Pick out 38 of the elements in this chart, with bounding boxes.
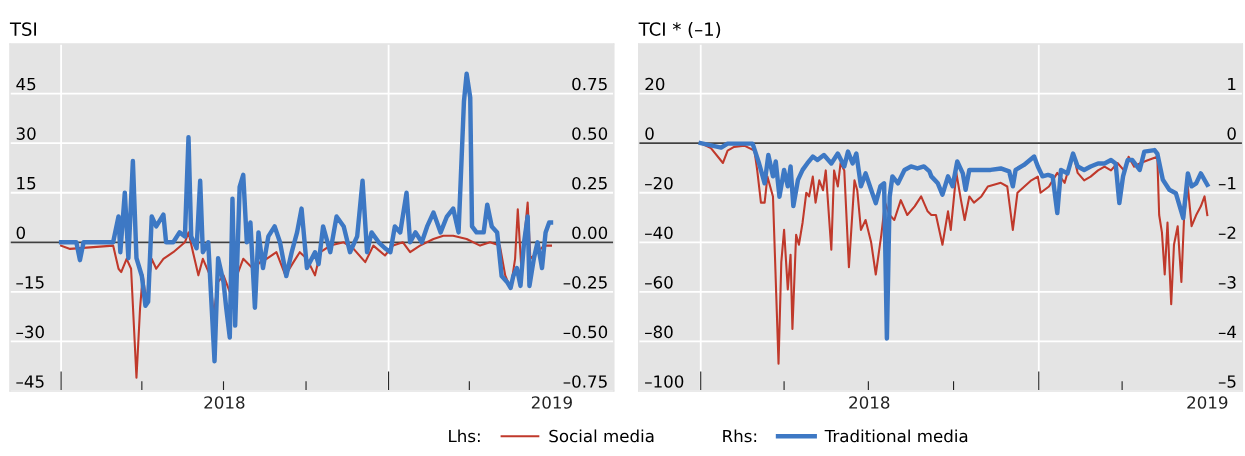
y-tick-label: –30 xyxy=(16,325,44,339)
y2-tick-label: 0.75 xyxy=(572,77,607,91)
y-tick-label: –45 xyxy=(16,375,44,388)
y2-tick-label: 1 xyxy=(1228,77,1236,91)
y2-tick-label: –0.75 xyxy=(563,375,607,388)
y2-tick-label: –1 xyxy=(1218,177,1236,190)
y2-tick-label: –5 xyxy=(1218,375,1236,388)
y2-tick-label: –0.50 xyxy=(563,325,608,339)
y2-tick-label: 0.00 xyxy=(572,226,608,240)
y-tick-label: –15 xyxy=(16,276,44,289)
y-tick-label: –40 xyxy=(645,226,673,240)
y-tick-label: –100 xyxy=(645,375,684,388)
x-tick-label: 2019 xyxy=(1187,396,1228,409)
y2-tick-label: 0.25 xyxy=(572,176,607,190)
text: Rhs: xyxy=(723,429,757,443)
y-tick-label: 45 xyxy=(16,77,36,91)
legend-label: Traditional media xyxy=(824,429,968,443)
y-tick-label: 20 xyxy=(645,77,665,91)
y-tick-label: 30 xyxy=(16,127,36,140)
y-tick-label: 15 xyxy=(17,177,36,190)
chart-title: TCI * (–1) xyxy=(638,21,721,39)
y2-tick-label: –0.25 xyxy=(563,276,607,289)
chart-title: TSI xyxy=(9,22,36,36)
y2-tick-label: 0.50 xyxy=(572,127,608,140)
y2-tick-label: –2 xyxy=(1218,226,1236,239)
y2-tick-label: 0 xyxy=(1227,127,1236,140)
x-tick-label: 2018 xyxy=(204,396,245,409)
y-tick-label: –20 xyxy=(645,176,673,190)
x-tick-label: 2018 xyxy=(849,396,890,409)
y-tick-label: 0 xyxy=(645,127,654,140)
x-tick-label: 2019 xyxy=(531,396,572,409)
y-tick-label: –80 xyxy=(645,325,673,339)
text: Lhs: xyxy=(449,429,480,443)
legend-label: Social media xyxy=(549,429,654,443)
y-tick-label: 0 xyxy=(16,226,26,240)
y-tick-label: –60 xyxy=(645,276,673,289)
y2-tick-label: –4 xyxy=(1218,325,1237,338)
y2-tick-label: –3 xyxy=(1218,276,1236,289)
